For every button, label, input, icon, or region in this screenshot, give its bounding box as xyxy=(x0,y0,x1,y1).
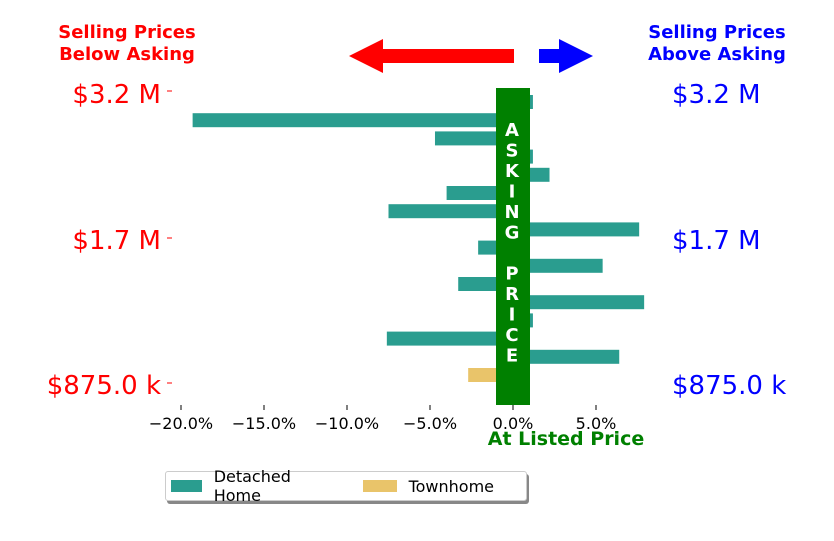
x-axis-label: At Listed Price xyxy=(488,428,644,450)
bars-group xyxy=(192,95,645,382)
asking-letter-1: S xyxy=(506,141,519,162)
asking-letter-11: E xyxy=(506,346,518,367)
asking-letter-5: G xyxy=(505,223,520,244)
x-axis: −20.0% −15.0% −10.0% −5.0% 0.0% 5.0% xyxy=(149,405,616,433)
bar-detached-2 xyxy=(434,131,513,146)
asking-letter-8: R xyxy=(505,284,519,305)
y-tick-right-1: $1.7 M xyxy=(672,226,761,256)
legend-label-detached: Detached Home xyxy=(213,467,291,505)
y-tick-left-2: $875.0 k xyxy=(47,371,161,401)
y-tick-right-0: $3.2 M xyxy=(672,80,761,110)
bar-detached-9 xyxy=(513,258,603,273)
asking-letter-7: P xyxy=(505,264,518,285)
bar-detached-1 xyxy=(192,113,513,128)
x-tick-label-0: −20.0% xyxy=(149,414,213,433)
legend: Detached Home Townhome xyxy=(165,467,527,505)
asking-letter-0: A xyxy=(505,120,519,141)
y-tick-left-0: $3.2 M xyxy=(72,80,161,110)
asking-letter-9: I xyxy=(509,305,516,326)
bar-detached-13 xyxy=(386,331,513,346)
asking-letter-2: K xyxy=(505,161,520,182)
title-right-line1: Selling Prices xyxy=(648,22,785,43)
title-left-line2: Below Asking xyxy=(59,44,195,65)
bar-detached-11 xyxy=(513,295,645,310)
asking-letter-4: N xyxy=(504,202,519,223)
asking-letter-10: C xyxy=(505,325,518,346)
legend-swatch-townhome xyxy=(362,480,397,492)
asking-price-band xyxy=(496,88,530,405)
legend-label-townhome: Townhome xyxy=(408,476,494,496)
y-tick-right-2: $875.0 k xyxy=(672,371,786,401)
legend-item-detached: Detached Home xyxy=(171,467,331,505)
right-arrow-icon xyxy=(539,39,593,73)
left-arrow-icon xyxy=(349,39,514,73)
bar-detached-14 xyxy=(513,349,620,364)
x-tick-label-3: −5.0% xyxy=(403,414,457,433)
title-left-line1: Selling Prices xyxy=(58,22,195,43)
x-tick-label-4: 0.0% xyxy=(493,414,534,433)
bar-detached-6 xyxy=(388,204,513,219)
asking-letter-3: I xyxy=(509,182,516,203)
x-tick-label-1: −15.0% xyxy=(232,414,296,433)
legend-item-townhome: Townhome xyxy=(362,476,494,496)
x-tick-label-2: −10.0% xyxy=(315,414,379,433)
title-right-line2: Above Asking xyxy=(648,44,786,65)
y-tick-left-1: $1.7 M xyxy=(72,226,161,256)
bar-detached-7 xyxy=(513,222,640,237)
x-tick-label-5: 5.0% xyxy=(576,414,617,433)
legend-swatch-detached xyxy=(171,480,202,492)
